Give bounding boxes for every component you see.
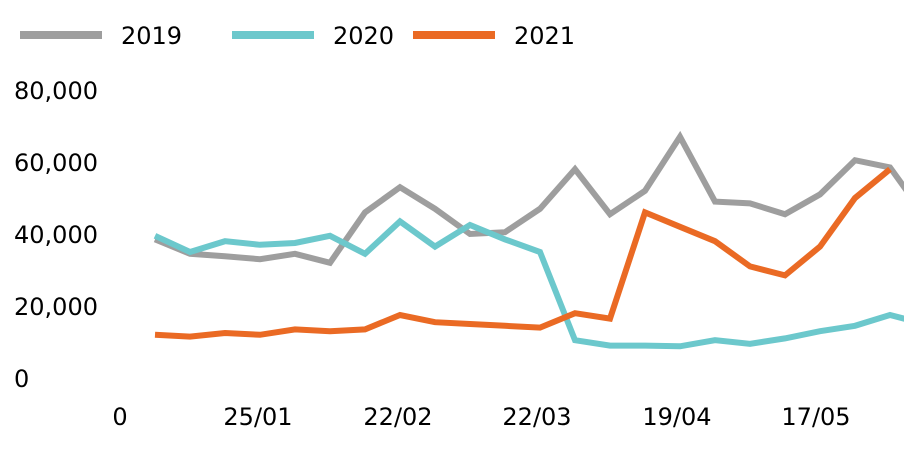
legend-label-2020: 2020: [333, 22, 394, 50]
y-tick-label: 40,000: [14, 221, 98, 249]
legend-label-2019: 2019: [121, 22, 182, 50]
y-tick-label: 60,000: [14, 149, 98, 177]
series-line-2019: [153, 130, 904, 267]
series-line-2020: [153, 217, 904, 350]
x-tick-label: 22/02: [363, 403, 432, 431]
y-axis: 0 20,000 40,000 60,000 80,000: [14, 77, 98, 393]
x-tick-label: 19/04: [642, 403, 711, 431]
x-axis: 0 25/01 22/02 22/03 19/04 17/05: [112, 403, 850, 431]
x-tick-label: 22/03: [502, 403, 571, 431]
plot-area: [153, 130, 904, 350]
x-tick-label: 17/05: [781, 403, 850, 431]
x-tick-label: 0: [112, 403, 127, 431]
series-line-2021: [154, 166, 892, 340]
x-tick-label: 25/01: [223, 403, 292, 431]
y-tick-label: 80,000: [14, 77, 98, 105]
y-tick-label: 20,000: [14, 293, 98, 321]
legend-label-2021: 2021: [514, 22, 575, 50]
y-tick-label: 0: [14, 365, 29, 393]
legend: 2019 2020 2021: [20, 22, 575, 50]
